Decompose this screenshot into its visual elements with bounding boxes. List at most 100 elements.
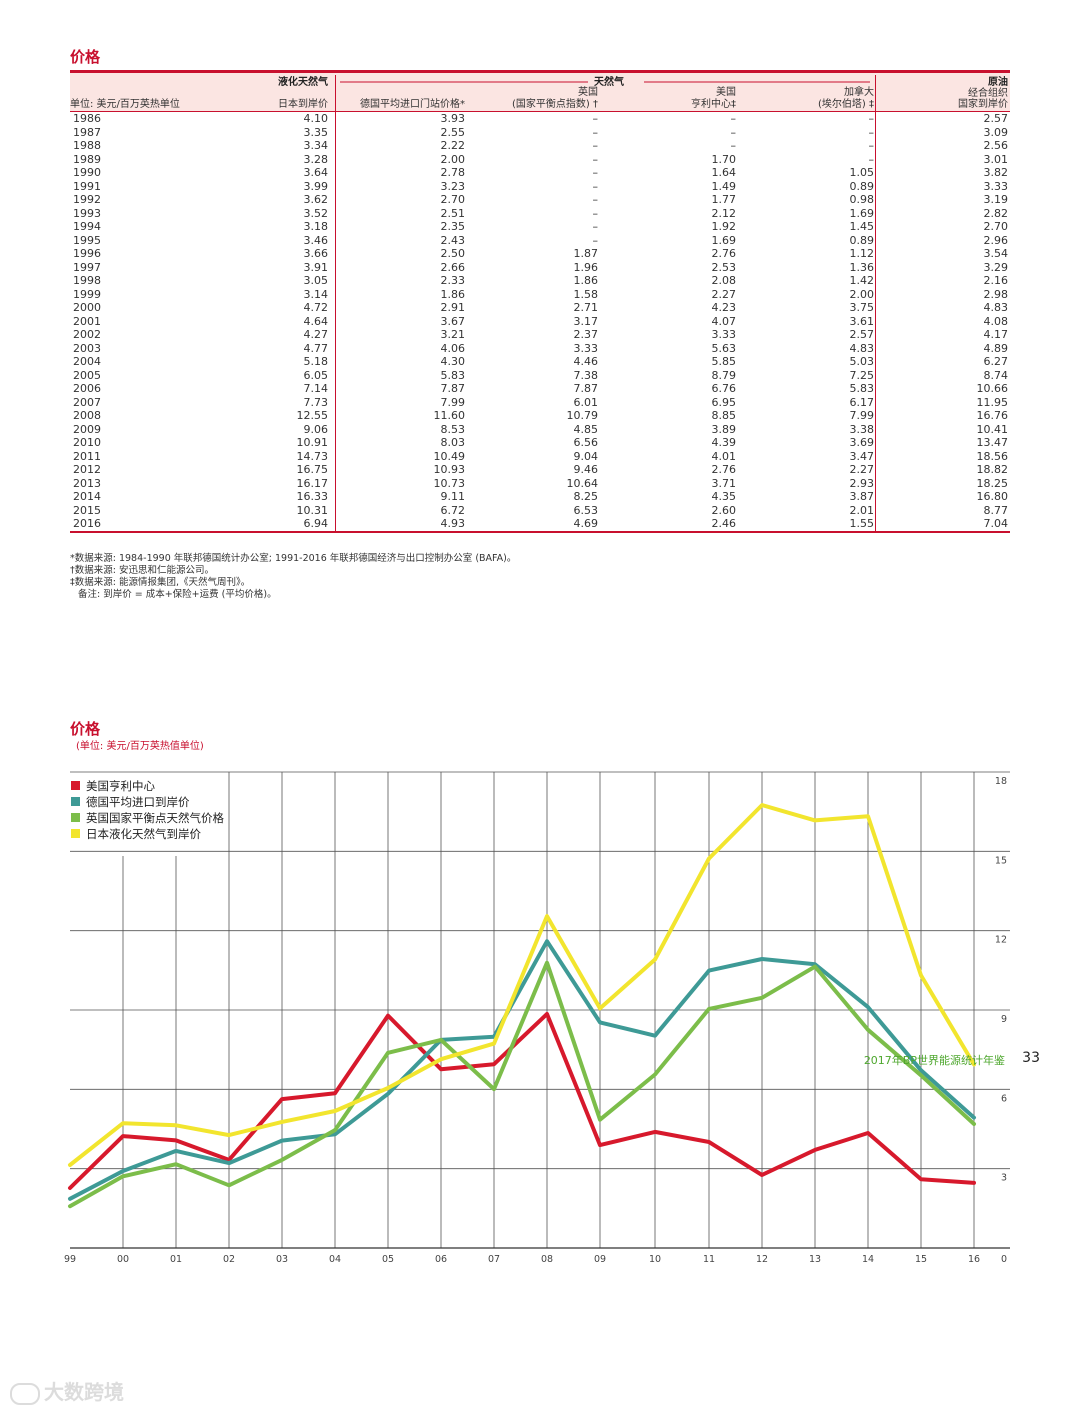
table-row: 1996 3.66 2.50 1.87 2.76 1.12 3.54 (70, 247, 1010, 261)
value-cell: 1.64 (711, 166, 737, 179)
x-tick-label: 05 (382, 1254, 394, 1265)
value-cell: 3.87 (849, 490, 875, 503)
value-cell: 3.62 (303, 193, 329, 206)
value-cell: 4.64 (303, 314, 329, 328)
value-cell: 11.60 (433, 409, 466, 422)
value-cell: 2.93 (849, 476, 875, 490)
x-tick-label: 16 (968, 1254, 980, 1265)
value-cell: – (730, 125, 737, 139)
year-cell: 2015 (73, 503, 101, 517)
value-cell: 2.00 (849, 287, 875, 301)
value-cell: 3.64 (303, 166, 329, 179)
legend-swatch (71, 797, 80, 806)
year-cell: 2012 (73, 463, 101, 476)
value-cell: 4.10 (303, 112, 329, 125)
value-cell: 4.07 (711, 314, 737, 328)
lng-group-header: 液化天然气 (278, 77, 328, 88)
note-germany-source: *数据来源: 1984-1990 年联邦德国统计办公室; 1991-2016 年… (70, 553, 517, 564)
gas-group-bracket (340, 81, 870, 83)
value-cell: 1.69 (711, 233, 737, 247)
value-cell: – (592, 125, 599, 139)
x-tick-label: 02 (223, 1254, 235, 1265)
legend-label: 日本液化天然气到岸价 (86, 827, 201, 841)
value-cell: 10.79 (566, 409, 599, 422)
value-cell: 3.14 (303, 287, 329, 301)
x-tick-label: 11 (703, 1254, 715, 1265)
table-row: 2013 16.17 10.73 10.64 3.71 2.93 18.25 (70, 477, 1010, 491)
table-row: 2012 16.75 10.93 9.46 2.76 2.27 18.82 (70, 463, 1010, 477)
chart-title: 价格 (70, 720, 101, 738)
year-cell: 2001 (73, 314, 101, 328)
table-row: 2015 10.31 6.72 6.53 2.60 2.01 8.77 (70, 504, 1010, 518)
value-cell: 5.63 (711, 341, 737, 355)
value-cell: 1.36 (849, 260, 875, 274)
value-cell: 3.91 (303, 260, 329, 274)
value-cell: – (592, 166, 599, 179)
watermark: 大数跨境 (10, 1376, 124, 1405)
table-row: 1987 3.35 2.55 – – – 3.09 (70, 126, 1010, 140)
value-cell: 6.76 (711, 382, 737, 395)
value-cell: 10.93 (433, 463, 466, 476)
x-tick-label: 03 (276, 1254, 288, 1265)
canada-sub-header: (埃尔伯塔) ‡ (818, 99, 874, 110)
table-row: 1990 3.64 2.78 – 1.64 1.05 3.82 (70, 166, 1010, 180)
value-cell: 3.33 (573, 341, 599, 355)
table-row: 1988 3.34 2.22 – – – 2.56 (70, 139, 1010, 153)
value-cell: 6.05 (303, 368, 329, 382)
value-cell: 3.99 (303, 179, 329, 193)
legend-swatch (71, 781, 80, 790)
header-divider (875, 75, 876, 111)
value-cell: 3.75 (849, 301, 875, 314)
table-row: 2011 14.73 10.49 9.04 4.01 3.47 18.56 (70, 450, 1010, 464)
year-cell: 2005 (73, 368, 101, 382)
legend-label: 英国国家平衡点天然气价格 (86, 811, 224, 825)
value-cell: 1.05 (849, 166, 875, 179)
y-tick-label: 3 (1001, 1173, 1007, 1184)
value-cell: 3.61 (849, 314, 875, 328)
value-cell: – (592, 139, 599, 152)
y-tick-label: 0 (1001, 1254, 1007, 1265)
year-cell: 1996 (73, 247, 101, 260)
value-cell: 18.82 (976, 463, 1009, 476)
value-cell: 1.69 (849, 206, 875, 220)
legend-label: 德国平均进口到岸价 (86, 795, 190, 809)
table-top-rule (70, 70, 1010, 73)
value-cell: 1.96 (573, 260, 599, 274)
crude-group-header: 原油 (988, 77, 1008, 88)
y-tick-label: 6 (1001, 1093, 1007, 1104)
table-row: 2016 6.94 4.93 4.69 2.46 1.55 7.04 (70, 517, 1010, 531)
value-cell: 2.08 (711, 274, 737, 287)
year-cell: 1986 (73, 112, 101, 125)
table-row: 1999 3.14 1.86 1.58 2.27 2.00 2.98 (70, 288, 1010, 302)
value-cell: 3.33 (983, 179, 1009, 193)
value-cell: 1.49 (711, 179, 737, 193)
year-cell: 1995 (73, 233, 101, 247)
header-divider (335, 75, 336, 111)
value-cell: 10.49 (433, 449, 466, 463)
value-cell: 4.35 (711, 490, 737, 503)
x-tick-label: 12 (756, 1254, 768, 1265)
value-cell: 4.89 (983, 341, 1009, 355)
value-cell: 5.83 (849, 382, 875, 395)
value-cell: 4.72 (303, 301, 329, 314)
value-cell: 2.27 (711, 287, 737, 301)
value-cell: 3.47 (849, 449, 875, 463)
table-row: 1994 3.18 2.35 – 1.92 1.45 2.70 (70, 220, 1010, 234)
value-cell: 5.03 (849, 355, 875, 368)
uk-sub-header: (国家平衡点指数) † (512, 99, 598, 110)
value-cell: 3.28 (303, 152, 329, 166)
value-cell: 3.18 (303, 220, 329, 233)
table-row: 2001 4.64 3.67 3.17 4.07 3.61 4.08 (70, 315, 1010, 329)
value-cell: 3.52 (303, 206, 329, 220)
gas-group-header: 天然气 (594, 77, 624, 88)
value-cell: 2.96 (983, 233, 1009, 247)
value-cell: 16.76 (976, 409, 1009, 422)
value-cell: 12.55 (296, 409, 329, 422)
value-cell: 6.17 (849, 395, 875, 409)
value-cell: 4.83 (983, 301, 1009, 314)
value-cell: 2.50 (440, 247, 466, 260)
value-cell: 2.16 (983, 274, 1009, 287)
value-cell: – (592, 193, 599, 206)
value-cell: 2.22 (440, 139, 466, 152)
value-cell: 2.12 (711, 206, 737, 220)
